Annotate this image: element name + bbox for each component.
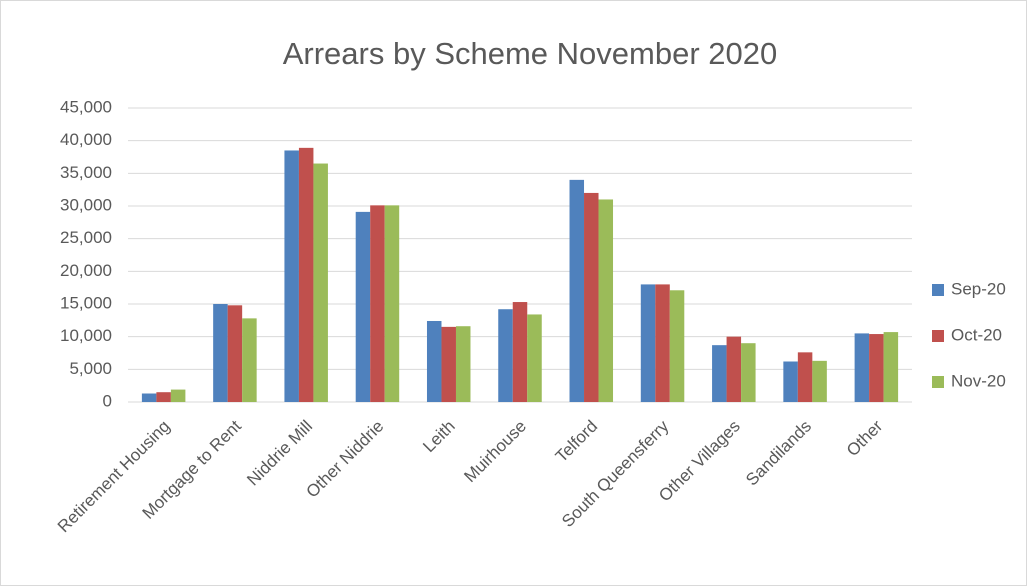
- bar: [598, 199, 614, 402]
- bar: [284, 150, 299, 402]
- bar: [584, 192, 599, 402]
- bar: [741, 343, 756, 402]
- chart-title: Arrears by Scheme November 2020: [283, 36, 778, 71]
- bar: [141, 393, 157, 402]
- bar: [298, 147, 314, 402]
- bar: [783, 361, 798, 402]
- y-tick-label: 5,000: [69, 359, 112, 378]
- bar: [313, 163, 328, 402]
- bar: [455, 326, 471, 402]
- bar: [242, 318, 257, 402]
- legend-swatch: [932, 330, 944, 342]
- bar: [883, 332, 899, 402]
- bar: [213, 304, 228, 402]
- bar: [640, 284, 656, 402]
- legend-swatch: [932, 284, 944, 296]
- bar: [812, 360, 827, 402]
- legend-swatch: [932, 376, 944, 388]
- bar: [370, 205, 385, 402]
- bar: [441, 326, 456, 402]
- bar: [227, 305, 243, 402]
- bar: [426, 320, 442, 402]
- bar: [869, 334, 884, 402]
- bar: [512, 302, 528, 402]
- y-tick-label: 15,000: [60, 293, 112, 312]
- legend-label: Oct-20: [951, 325, 1002, 344]
- y-tick-label: 40,000: [60, 130, 112, 149]
- bar: [355, 211, 371, 402]
- y-tick-label: 10,000: [60, 326, 112, 345]
- y-tick-label: 25,000: [60, 228, 112, 247]
- bar: [655, 284, 670, 402]
- bar: [797, 352, 813, 402]
- bar: [156, 392, 171, 402]
- bar: [498, 309, 513, 402]
- legend-label: Nov-20: [951, 371, 1006, 390]
- y-tick-label: 35,000: [60, 163, 112, 182]
- bar: [384, 205, 400, 402]
- bar: [854, 333, 870, 402]
- bar: [170, 389, 186, 402]
- bar: [726, 336, 742, 402]
- y-tick-label: 30,000: [60, 195, 112, 214]
- legend-label: Sep-20: [951, 279, 1006, 298]
- bar: [527, 314, 542, 402]
- y-tick-label: 20,000: [60, 261, 112, 280]
- y-tick-label: 0: [103, 391, 112, 410]
- y-tick-label: 45,000: [60, 97, 112, 116]
- bar: [669, 290, 685, 402]
- bar: [712, 345, 727, 402]
- bar: [569, 179, 585, 402]
